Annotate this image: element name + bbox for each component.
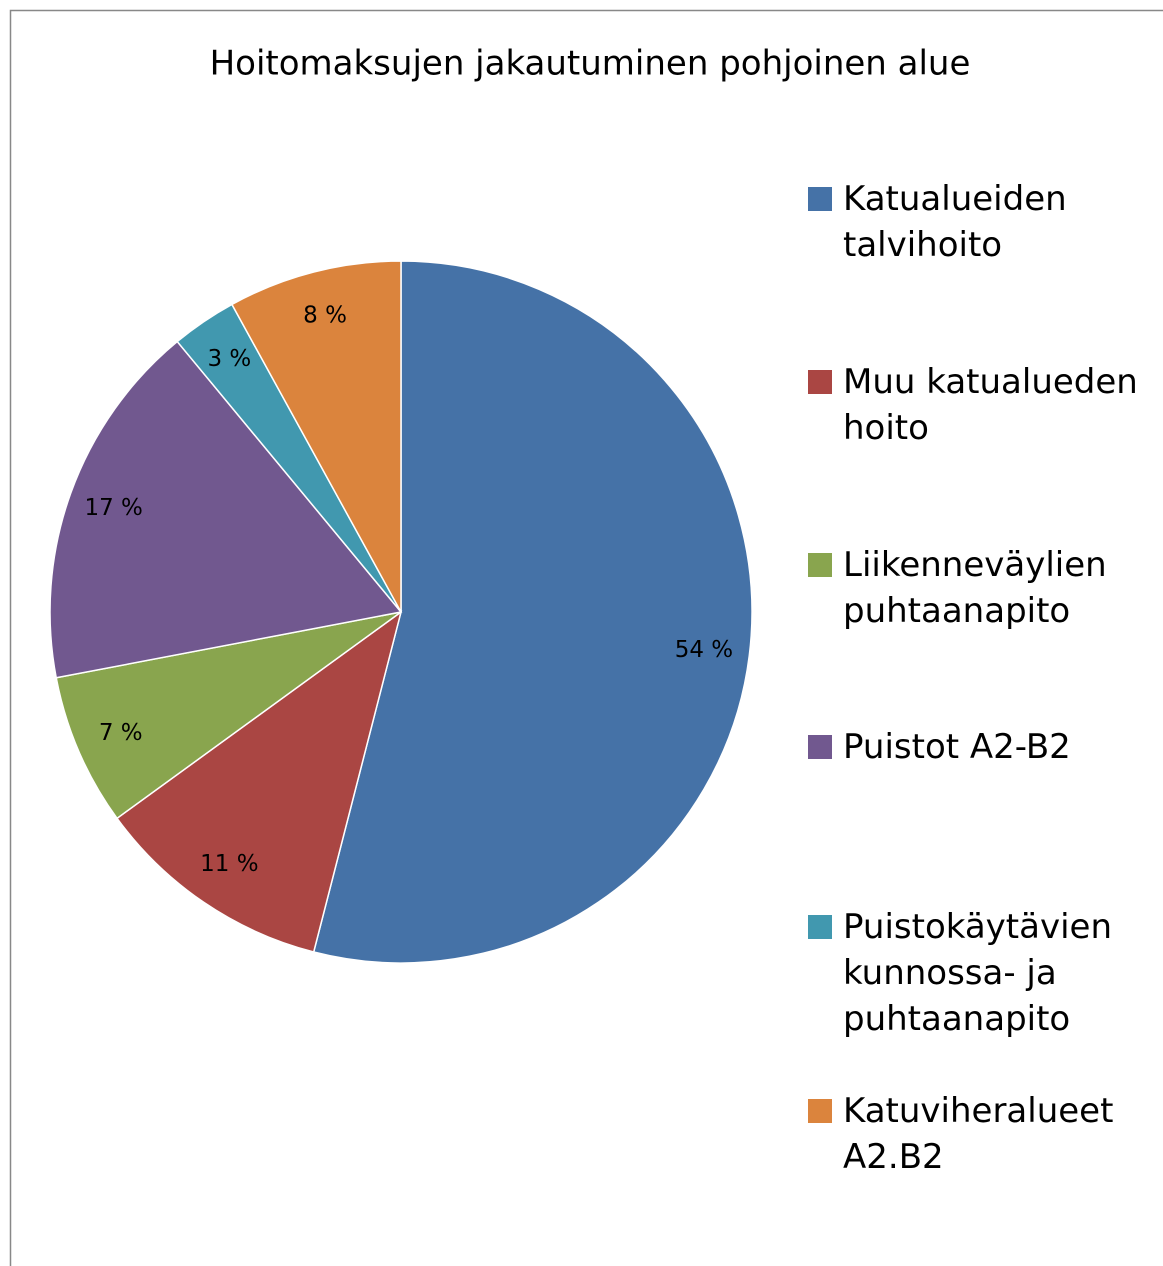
legend-swatch bbox=[808, 187, 832, 211]
legend-item: Katualueiden talvihoito bbox=[808, 176, 1148, 268]
legend-label: Muu katualueden hoito bbox=[843, 362, 1138, 448]
legend-item: Puistot A2-B2 bbox=[808, 724, 1148, 770]
legend-label: Puistokäytävien kunnossa- ja puhtaanapit… bbox=[843, 907, 1112, 1039]
legend-label: Katualueiden talvihoito bbox=[843, 179, 1067, 265]
pie-slice bbox=[115, 610, 403, 953]
legend-label: Puistot A2-B2 bbox=[843, 727, 1071, 767]
data-label: 3 % bbox=[207, 346, 251, 372]
legend-item: Puistokäytävien kunnossa- ja puhtaanapit… bbox=[808, 904, 1148, 1042]
chart-title: Hoitomaksujen jakautuminen pohjoinen alu… bbox=[210, 44, 971, 84]
legend-swatch bbox=[808, 1099, 832, 1123]
frame bbox=[9, 9, 1163, 1266]
data-label: 7 % bbox=[99, 720, 143, 746]
legend-label: Liikenneväylien puhtaanapito bbox=[843, 545, 1107, 631]
legend-item: Katuviheralueet A2.B2 bbox=[808, 1088, 1148, 1180]
data-label: 54 % bbox=[675, 637, 733, 663]
legend-label: Katuviheralueet A2.B2 bbox=[843, 1091, 1114, 1177]
data-label: 8 % bbox=[303, 303, 347, 329]
pie-slice bbox=[312, 260, 753, 964]
legend-swatch bbox=[808, 735, 832, 759]
legend-swatch bbox=[808, 553, 832, 577]
pie-slice bbox=[230, 260, 402, 613]
legend-item: Liikenneväylien puhtaanapito bbox=[808, 542, 1148, 634]
legend-swatch bbox=[808, 915, 832, 939]
data-label: 17 % bbox=[84, 495, 142, 521]
legend-swatch bbox=[808, 370, 832, 394]
pie-slice bbox=[49, 340, 403, 679]
legend-item: Muu katualueden hoito bbox=[808, 359, 1148, 451]
data-label: 11 % bbox=[200, 851, 258, 877]
pie-slice bbox=[55, 611, 402, 820]
